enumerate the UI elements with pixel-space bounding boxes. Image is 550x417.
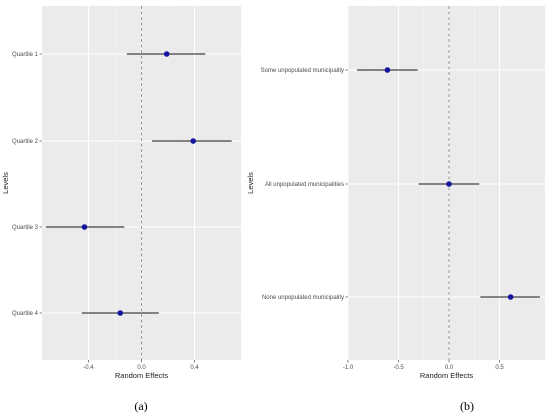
y-tick-label: All unpopulated municipalities [265,182,344,188]
panel-b: Some unpopulated municipality All unpopul… [246,6,545,413]
estimate-point [507,294,514,300]
estimate-point [190,138,197,144]
x-tick-label: 0.4 [190,365,199,371]
x-tick-label: 0.5 [495,365,504,371]
x-axis-title: Random Effects [115,371,168,380]
panel-caption: (b) [460,399,474,413]
y-tick-label: Some unpopulated municipality [261,68,344,74]
x-tick-label: -0.5 [393,365,404,371]
y-axis-title: Levels [246,172,255,194]
y-tick-label: None unpopulated municipality [262,295,344,301]
x-tick-label: -1.0 [343,365,354,371]
x-tick-label: -0.4 [83,365,94,371]
estimate-point [117,310,124,316]
y-tick-label: Quartile 2 [12,139,39,145]
estimate-point [446,181,452,187]
x-tick-label: 0.0 [445,365,454,371]
y-axis-title: Levels [1,172,10,194]
x-axis-title: Random Effects [420,371,473,380]
estimate-point [384,67,391,73]
estimate-point [81,224,88,230]
panel-a: Quartile 1 Quartile 2 Quartile 3 Quartile 4… [1,6,241,413]
y-tick-label: Quartile 4 [12,311,39,317]
y-tick-label: Quartile 3 [12,225,39,231]
panel-caption: (a) [134,399,147,413]
x-tick-label: 0.0 [137,365,146,371]
y-tick-label: Quartile 1 [12,52,39,58]
estimate-point [163,51,170,57]
